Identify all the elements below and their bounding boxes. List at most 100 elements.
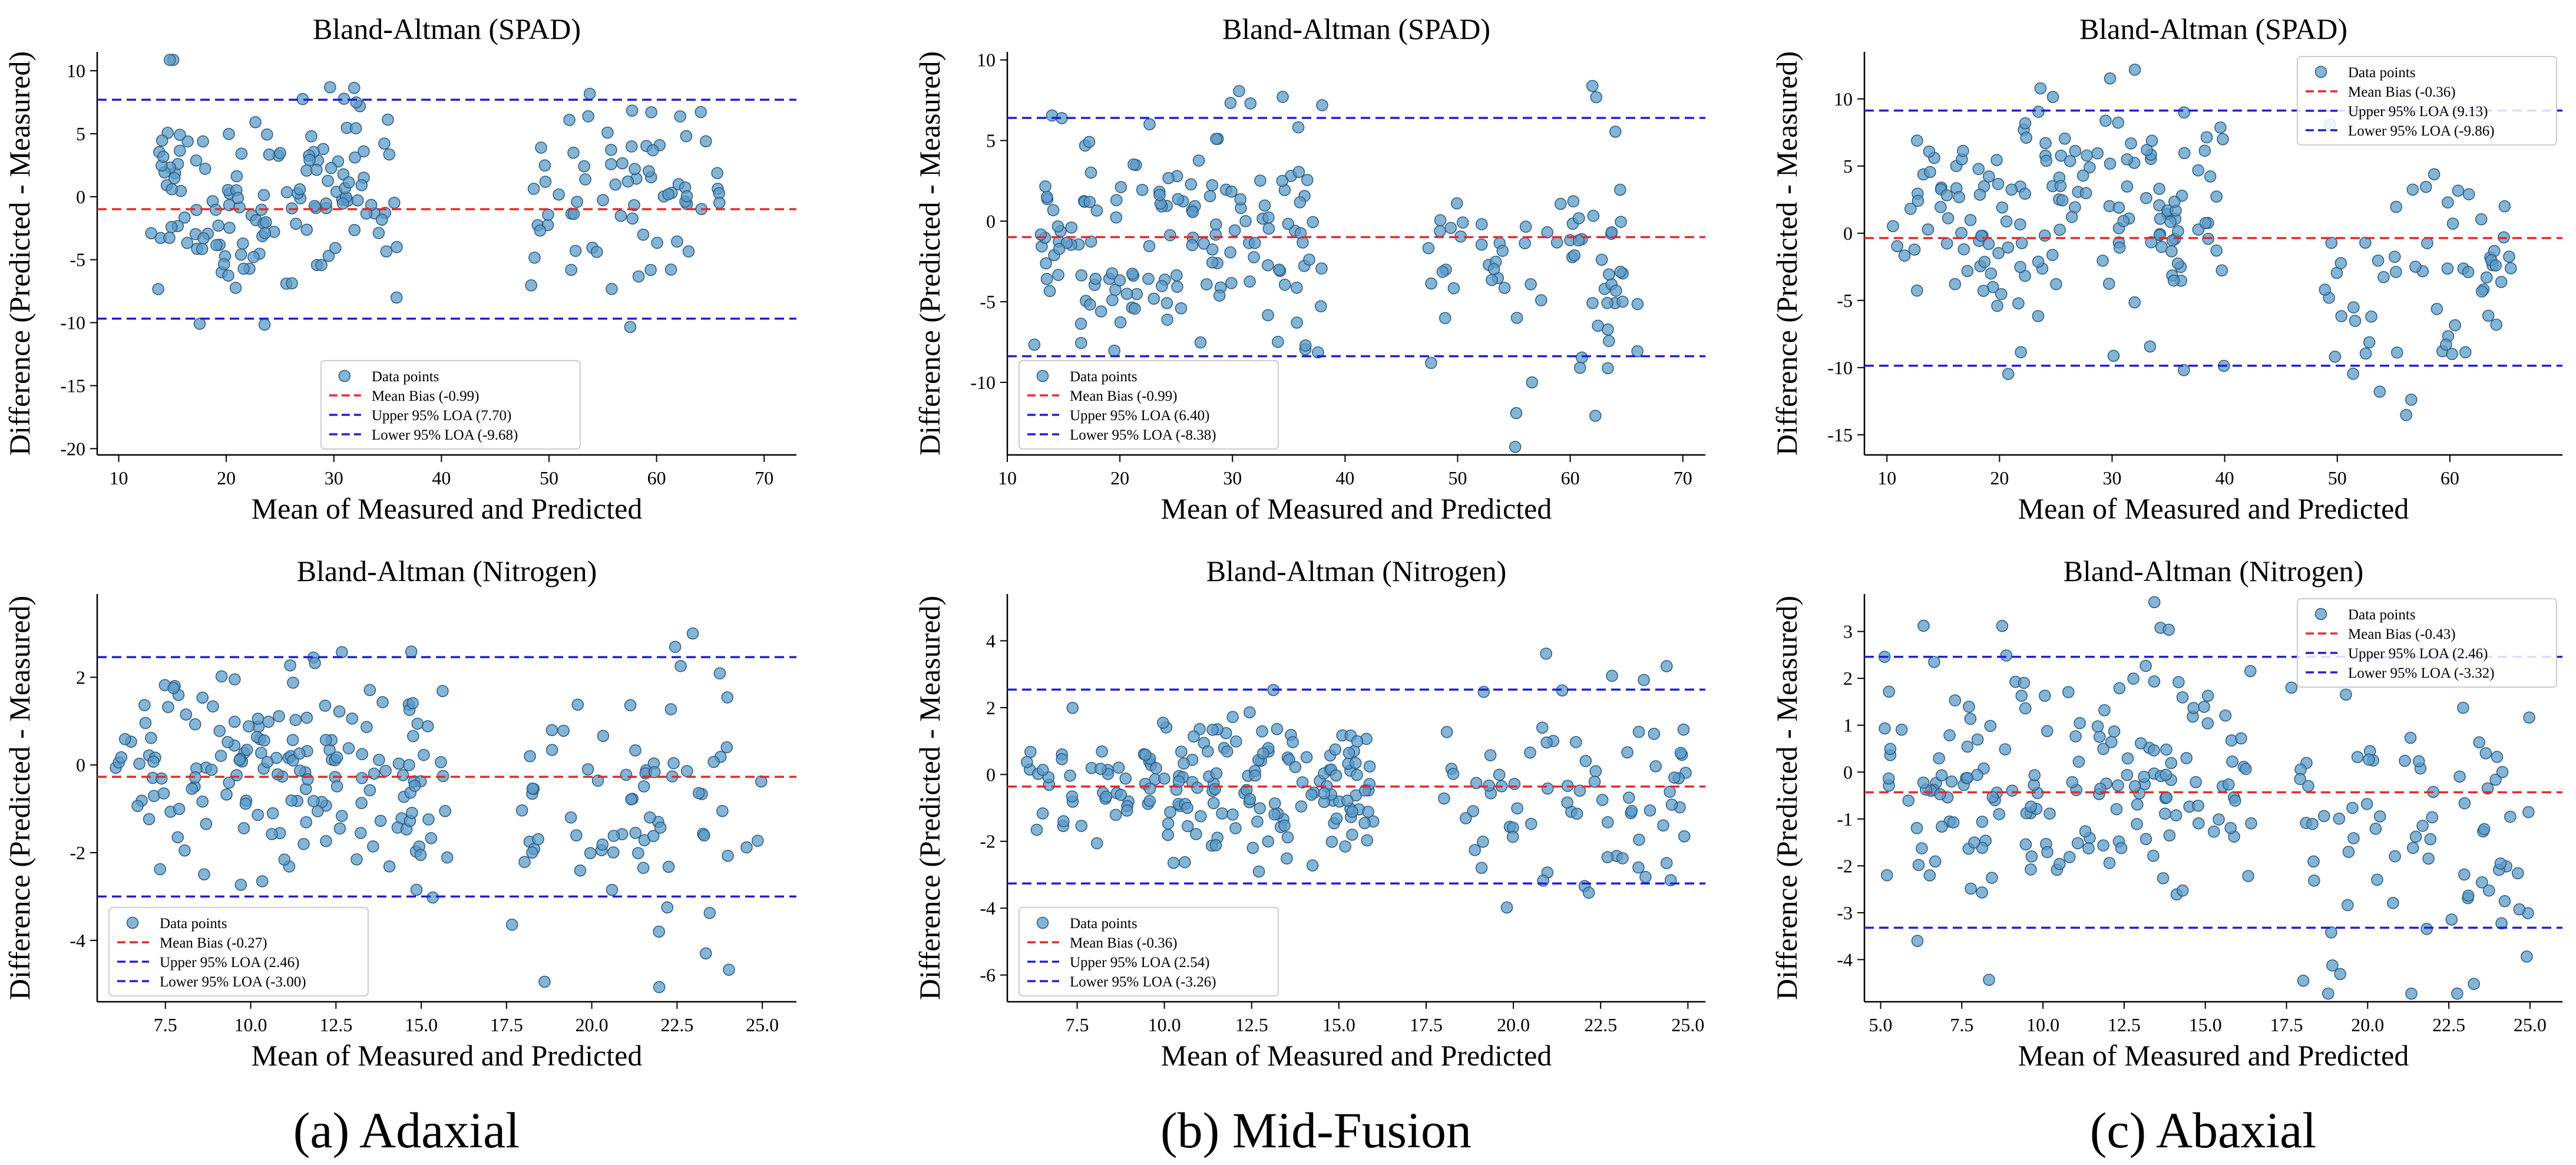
data-point bbox=[1916, 842, 1928, 854]
y-tick-label: 5 bbox=[1843, 156, 1853, 177]
data-point bbox=[1295, 800, 1308, 813]
data-point bbox=[1349, 757, 1362, 770]
x-tick-label: 20.0 bbox=[2351, 1014, 2384, 1035]
data-point bbox=[363, 684, 376, 697]
data-point bbox=[379, 764, 392, 777]
data-point bbox=[1120, 288, 1133, 300]
data-point bbox=[2028, 769, 2041, 781]
data-point bbox=[174, 128, 186, 141]
x-tick-label: 40 bbox=[1335, 467, 1354, 489]
data-point bbox=[1207, 797, 1220, 810]
data-point bbox=[2032, 255, 2045, 268]
data-point bbox=[1262, 835, 1275, 848]
data-point bbox=[1632, 725, 1645, 738]
data-point bbox=[2192, 164, 2204, 177]
data-point bbox=[528, 252, 541, 264]
data-point bbox=[2473, 736, 2485, 748]
data-point bbox=[2019, 187, 2031, 200]
data-point bbox=[163, 232, 176, 244]
data-point bbox=[2325, 926, 2337, 939]
data-point bbox=[1895, 724, 1908, 736]
data-point bbox=[286, 277, 298, 289]
data-point bbox=[196, 796, 209, 808]
legend-label: Lower 95% LOA (-9.86) bbox=[2348, 123, 2495, 139]
data-point bbox=[2053, 223, 2066, 236]
data-point bbox=[1258, 199, 1271, 212]
data-point bbox=[1202, 745, 1214, 758]
data-point bbox=[2019, 838, 2032, 851]
x-tick-label: 10 bbox=[998, 467, 1017, 489]
data-point bbox=[2144, 340, 2157, 353]
data-point bbox=[1524, 746, 1536, 759]
data-point bbox=[1051, 220, 1064, 233]
data-point bbox=[2097, 839, 2109, 852]
x-tick-label: 20 bbox=[1990, 467, 2009, 489]
data-point bbox=[2242, 870, 2254, 882]
data-point bbox=[1040, 273, 1053, 285]
data-point bbox=[157, 787, 170, 800]
data-point bbox=[2452, 184, 2465, 197]
data-point bbox=[284, 659, 296, 672]
data-point bbox=[1496, 245, 1509, 257]
data-point bbox=[1229, 822, 1242, 834]
data-point bbox=[1971, 768, 1983, 781]
data-point bbox=[2409, 260, 2422, 273]
data-point bbox=[637, 862, 650, 874]
data-point bbox=[700, 135, 712, 147]
data-point bbox=[2405, 987, 2418, 1000]
data-point bbox=[557, 724, 570, 737]
data-point bbox=[1955, 227, 1967, 239]
data-point bbox=[1363, 760, 1376, 773]
data-point bbox=[2043, 807, 2056, 820]
data-point bbox=[2107, 349, 2120, 362]
data-point bbox=[1961, 265, 1974, 278]
data-point bbox=[2034, 82, 2047, 95]
data-point bbox=[1992, 247, 2005, 259]
y-axis-label: Difference (Predicted - Measured) bbox=[1770, 51, 1803, 456]
data-point bbox=[565, 263, 577, 276]
data-point bbox=[2495, 917, 2508, 930]
data-point bbox=[171, 831, 184, 844]
data-point bbox=[1065, 221, 1078, 234]
data-point bbox=[2406, 841, 2419, 854]
x-tick-label: 20 bbox=[217, 467, 236, 489]
x-tick-label: 30 bbox=[1223, 467, 1242, 489]
data-point bbox=[584, 847, 597, 859]
data-point bbox=[439, 805, 451, 817]
data-point bbox=[1188, 730, 1200, 742]
data-point bbox=[164, 54, 176, 66]
data-point bbox=[1883, 685, 1895, 698]
legend-label: Mean Bias (-0.27) bbox=[160, 935, 267, 951]
data-point bbox=[625, 793, 637, 806]
data-point bbox=[1244, 275, 1256, 288]
data-point bbox=[2399, 754, 2411, 767]
data-point bbox=[2245, 817, 2257, 830]
data-point bbox=[564, 811, 577, 824]
data-point bbox=[1094, 305, 1107, 318]
y-tick-label: -5 bbox=[70, 249, 85, 270]
legend-label: Lower 95% LOA (-3.00) bbox=[160, 974, 306, 990]
x-tick-label: 7.5 bbox=[154, 1014, 177, 1035]
data-point bbox=[1162, 817, 1175, 830]
data-point bbox=[1056, 753, 1068, 765]
data-point bbox=[1536, 721, 1549, 734]
data-point bbox=[207, 700, 219, 713]
data-point bbox=[1898, 249, 1911, 262]
data-point bbox=[716, 804, 729, 817]
data-point bbox=[1477, 685, 1490, 698]
data-point bbox=[1972, 163, 1985, 176]
data-point bbox=[2127, 672, 2139, 685]
data-point bbox=[2121, 768, 2134, 781]
data-point bbox=[1579, 755, 1592, 767]
data-point bbox=[315, 259, 328, 272]
x-tick-label: 5.0 bbox=[1869, 1014, 1893, 1035]
y-tick-label: -4 bbox=[1837, 949, 1853, 970]
x-tick-label: 20.0 bbox=[1497, 1014, 1530, 1035]
data-point bbox=[1567, 195, 1580, 207]
data-point bbox=[2019, 117, 2032, 130]
data-point bbox=[1294, 196, 1307, 209]
data-point bbox=[1268, 797, 1281, 810]
data-point bbox=[2475, 213, 2488, 226]
data-point bbox=[1291, 281, 1303, 294]
data-point bbox=[651, 236, 663, 249]
